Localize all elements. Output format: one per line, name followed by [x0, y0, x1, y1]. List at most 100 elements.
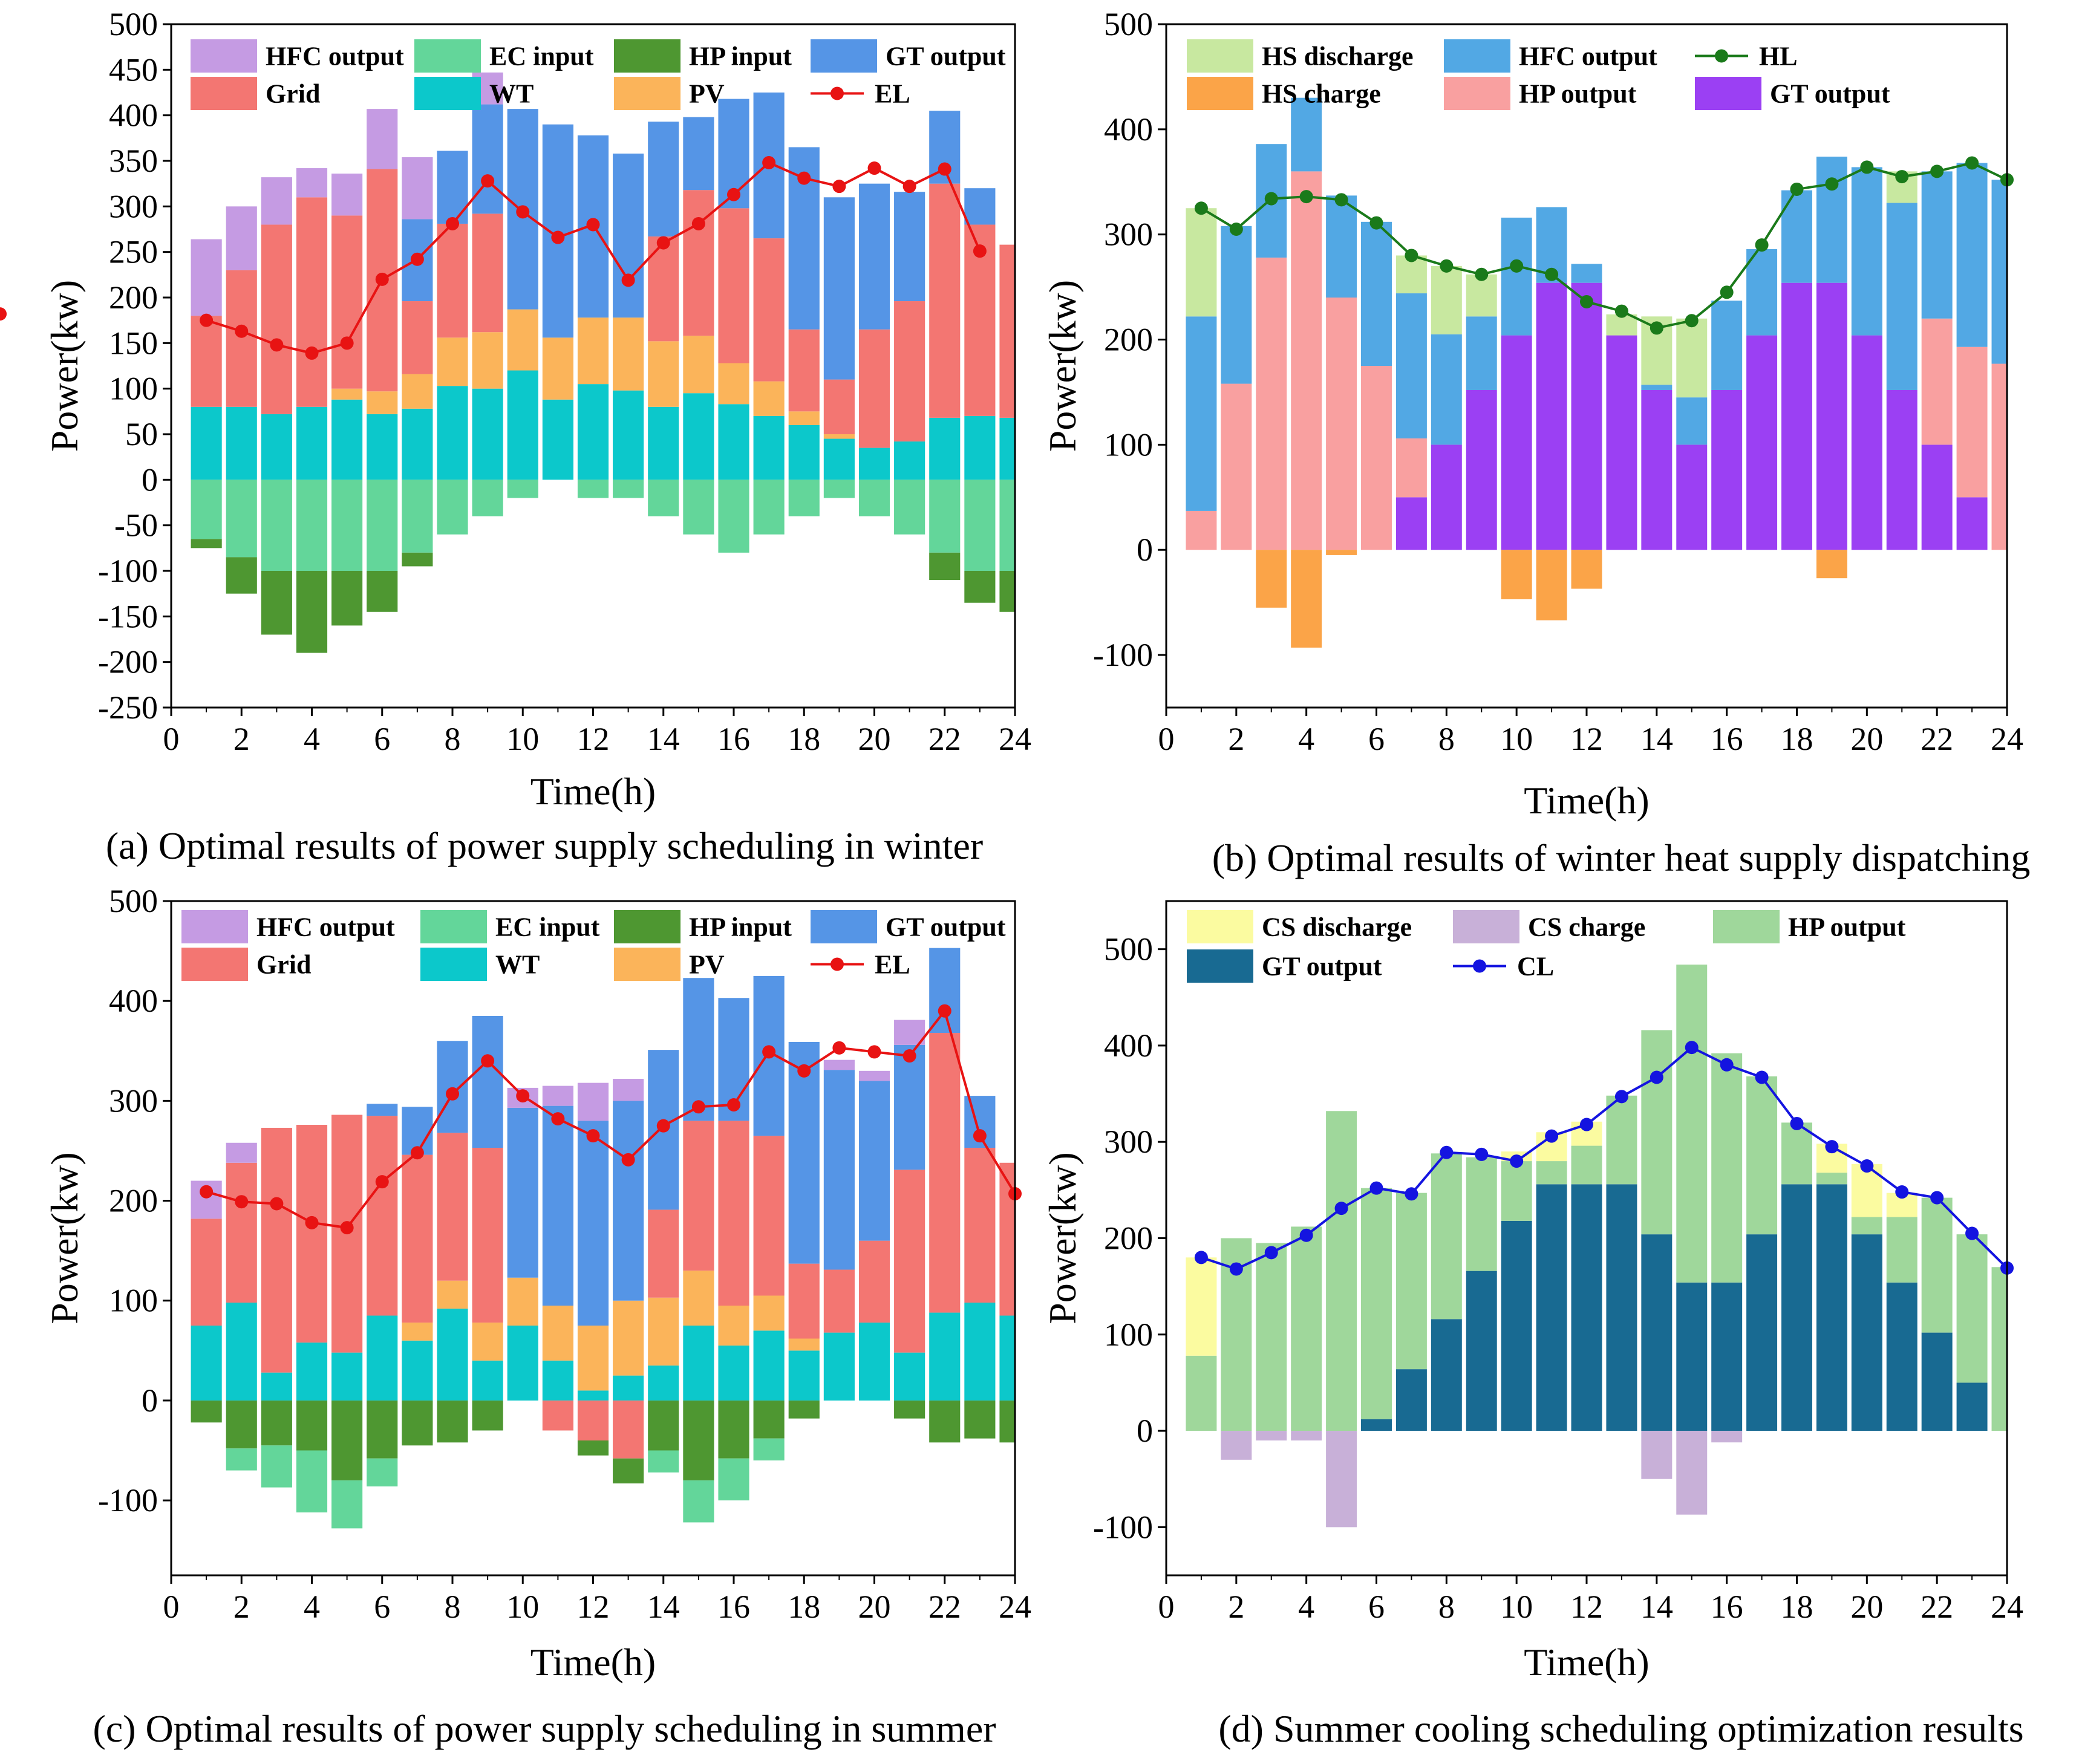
bar-hp-output-cool-h5: [1326, 1111, 1357, 1431]
bar-pv-h10: [507, 1277, 538, 1326]
bar-ec-input-h16: [718, 480, 749, 553]
bar-gt-output-cool-h6: [1361, 1419, 1392, 1431]
bar-grid-h22: [929, 1033, 961, 1313]
bar-hs-discharge-h8: [1431, 265, 1462, 334]
bar-grid-h18: [788, 1263, 820, 1339]
x-tick-label: 10: [506, 1589, 539, 1625]
y-tick-label: 450: [109, 51, 158, 88]
bar-wt-h11: [542, 399, 573, 480]
bar-hp-input-h5: [331, 1400, 363, 1481]
legend-swatch-grid: [181, 948, 248, 981]
bar-wt-h6: [367, 1315, 398, 1401]
bar-pv-h9: [472, 1323, 503, 1361]
point-cl-h17: [1755, 1070, 1769, 1084]
bar-grid-h2: [226, 270, 257, 407]
point-cl-h12: [1580, 1118, 1593, 1131]
bar-pv-h13: [613, 317, 644, 391]
point-hl-h21: [1895, 170, 1909, 184]
legend-swatch-pv: [614, 948, 680, 981]
legend-swatch-cs-charge: [1453, 910, 1519, 943]
bar-ec-input-h5: [331, 480, 363, 571]
legend-label: WT: [489, 79, 534, 109]
y-tick-label: 400: [109, 983, 158, 1019]
bar-hp-input-h14: [648, 1400, 679, 1451]
bar-ec-input-h6: [367, 1458, 398, 1486]
bar-gt-output-cool-h10: [1501, 1220, 1532, 1431]
bar-pv-h7: [402, 1323, 433, 1341]
bar-wt-h9: [472, 388, 503, 480]
bar-hfc-output-h1: [191, 239, 222, 316]
y-tick-label: 0: [142, 1382, 158, 1419]
x-tick-label: 12: [577, 1589, 610, 1625]
bar-hfc-output-heat-h10: [1501, 217, 1532, 336]
bar-gt-output-heat-h7: [1395, 497, 1427, 550]
point-hl-h17: [1755, 238, 1769, 252]
point-hl-h14: [1650, 321, 1663, 335]
point-cl-h3: [1264, 1246, 1278, 1260]
bar-grid-h21: [894, 301, 925, 442]
legend-label: HL: [1759, 42, 1798, 71]
bar-wt-h8: [437, 1308, 468, 1401]
bar-hp-output-heat-h7: [1395, 438, 1427, 498]
y-tick-label: 100: [109, 371, 158, 407]
bar-pv-h16: [718, 1306, 749, 1346]
bar-hp-input-h1: [191, 1400, 222, 1423]
bar-hp-input-h17: [753, 1400, 785, 1439]
bar-gt-output-heat-h15: [1676, 444, 1708, 550]
legend-swatch-ec-input: [414, 39, 481, 73]
bar-hfc-output-h3: [261, 177, 292, 225]
bar-grid-h20: [858, 1240, 890, 1323]
bar-hp-output-cool-h24: [1991, 1267, 2007, 1431]
x-tick-label: 8: [1438, 721, 1455, 757]
bar-grid-h4: [296, 1125, 328, 1343]
bar-hp-output-cool-h21: [1886, 1217, 1917, 1283]
bar-hfc-output-h21: [894, 1020, 925, 1045]
bar-gt-output-heat-h10: [1501, 335, 1532, 550]
bar-cs-charge-h16: [1711, 1431, 1743, 1443]
bar-ec-input-h20: [858, 480, 890, 516]
x-tick-label: 4: [1298, 721, 1314, 757]
point-el-h16: [727, 187, 740, 201]
point-cl-h5: [1334, 1202, 1348, 1216]
y-tick-label: 50: [125, 416, 158, 452]
legend: CS discharge CS charge HP output GT output C…: [1187, 910, 1906, 983]
point-el-h9: [481, 1054, 495, 1068]
point-cl-h21: [1895, 1185, 1909, 1199]
bar-grid-h15: [683, 1121, 714, 1271]
y-axis-label: Power(kw): [1041, 1152, 1084, 1324]
panel-b-winter-heat: 0 2 4 6 8 10 12 14 16 18 20 22 24-100010020030040050…: [1041, 6, 2030, 879]
y-tick-label: -150: [98, 598, 158, 634]
legend-marker-cl: [1473, 959, 1486, 973]
x-tick-label: 16: [1711, 1589, 1743, 1625]
bar-wt-h8: [437, 386, 468, 480]
point-hl-h11: [1545, 267, 1559, 281]
bar-gt-output-h14: [648, 122, 679, 237]
y-tick-label: -250: [98, 689, 158, 726]
point-el-h10: [516, 205, 530, 219]
legend-swatch-hfc-output-heat: [1444, 39, 1510, 73]
x-tick-label: 2: [233, 1589, 250, 1625]
x-tick-label: 6: [374, 1589, 390, 1625]
bar-hp-input-h6: [367, 1400, 398, 1459]
bar-hfc-output-h6: [367, 109, 398, 169]
bar-ec-input-h21: [894, 480, 925, 535]
bar-hp-input-h3: [261, 571, 292, 635]
legend-marker-el: [831, 86, 844, 100]
bar-hfc-output-h19: [823, 1059, 855, 1070]
bar-grid-h18: [788, 329, 820, 412]
x-tick-label: 6: [1368, 1589, 1385, 1625]
x-tick-label: 14: [1640, 1589, 1673, 1625]
x-axis-label: Time(h): [530, 770, 656, 813]
bar-ec-input-h1: [191, 480, 222, 539]
bar-hp-input-h23: [964, 1400, 996, 1439]
bar-pv-h17: [753, 381, 785, 416]
bar-grid-h14: [648, 1209, 679, 1298]
bar-pv-h18: [788, 411, 820, 425]
x-tick-label: 24: [1991, 1589, 2023, 1625]
bar-wt-h10: [507, 1326, 538, 1401]
bar-pv-h15: [683, 336, 714, 394]
bar-grid-h16: [718, 208, 749, 363]
y-tick-label: -200: [98, 644, 158, 680]
bar-ec-input-h12: [577, 480, 609, 498]
point-cl-h1: [1194, 1251, 1208, 1264]
